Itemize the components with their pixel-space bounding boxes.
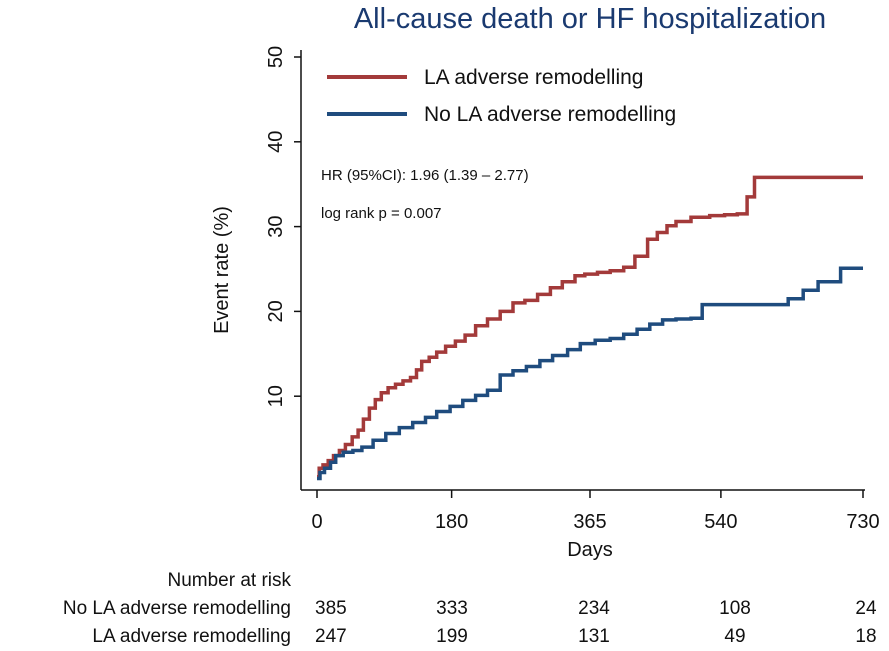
- plot-axes: [300, 50, 865, 491]
- legend-label-no-la-adverse: No LA adverse remodelling: [424, 103, 676, 126]
- risk-value: 199: [436, 626, 468, 647]
- hazard-ratio-annotation: HR (95%CI): 1.96 (1.39 – 2.77): [321, 167, 529, 184]
- x-tick-label: 365: [573, 511, 606, 533]
- x-tick-label: 180: [435, 511, 468, 533]
- y-tick-label: 30: [265, 215, 287, 237]
- x-tick-label: 730: [846, 511, 879, 533]
- series-line-no-la-adverse: [317, 266, 863, 481]
- y-tick-label: 20: [265, 300, 287, 322]
- risk-value: 24: [855, 598, 877, 619]
- y-tick-label: 40: [265, 131, 287, 153]
- risk-value: 49: [724, 626, 745, 647]
- risk-value: 108: [719, 598, 751, 619]
- risk-value: 131: [578, 626, 610, 647]
- x-ticks: 0 180 365 540 730: [311, 490, 880, 533]
- series-line-la-adverse: [317, 175, 863, 479]
- risk-value: 18: [855, 626, 876, 647]
- y-ticks: 10 20 30 40 50: [265, 46, 301, 407]
- y-tick-label: 10: [265, 385, 287, 407]
- risk-value: 385: [315, 598, 347, 619]
- risk-value: 247: [315, 626, 347, 647]
- y-axis-label: Event rate (%): [211, 206, 233, 334]
- risk-row-label-la: LA adverse remodelling: [92, 626, 291, 647]
- risk-values: 385 333 234 108 24 247 199 131 49 18: [315, 598, 877, 647]
- risk-value: 333: [436, 598, 468, 619]
- legend: LA adverse remodelling No LA adverse rem…: [327, 66, 676, 126]
- risk-row-label-no-la: No LA adverse remodelling: [63, 598, 291, 619]
- logrank-annotation: log rank p = 0.007: [321, 205, 442, 222]
- x-tick-label: 540: [704, 511, 737, 533]
- x-axis-label: Days: [567, 539, 613, 561]
- y-tick-label: 50: [265, 46, 287, 68]
- chart-title: All-cause death or HF hospitalization: [354, 3, 826, 35]
- series-layer: [317, 175, 863, 481]
- risk-value: 234: [578, 598, 610, 619]
- legend-label-la-adverse: LA adverse remodelling: [424, 66, 643, 89]
- risk-table-heading: Number at risk: [167, 570, 291, 591]
- x-tick-label: 0: [311, 511, 322, 533]
- risk-table: Number at risk No LA adverse remodelling…: [63, 570, 877, 647]
